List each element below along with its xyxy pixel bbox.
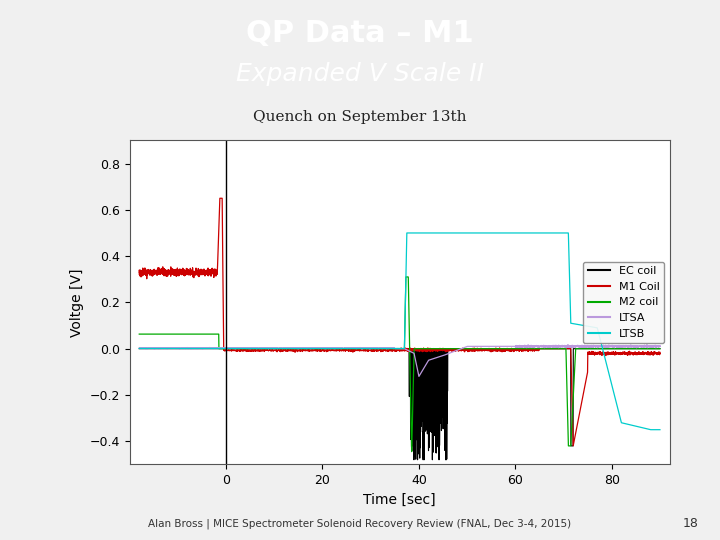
LTSB	[135, 345, 143, 352]
LTSA	[656, 343, 665, 350]
M1 Coil	[334, 347, 343, 353]
M2 coil	[334, 346, 343, 352]
Line: M2 coil: M2 coil	[139, 277, 660, 451]
M1 Coil	[230, 347, 238, 353]
EC coil	[410, 456, 418, 463]
EC coil	[230, 346, 238, 352]
LTSB	[523, 230, 532, 236]
M2 coil	[523, 346, 532, 352]
LTSA	[474, 343, 482, 349]
M1 Coil	[569, 443, 577, 449]
EC coil	[334, 346, 343, 352]
Legend: EC coil, M1 Coil, M2 coil, LTSA, LTSB: EC coil, M1 Coil, M2 coil, LTSA, LTSB	[583, 262, 664, 343]
Line: M1 Coil: M1 Coil	[139, 198, 660, 446]
EC coil	[447, 346, 456, 352]
M1 Coil	[656, 349, 665, 356]
LTSA	[643, 341, 652, 348]
LTSB	[563, 230, 572, 236]
M1 Coil	[215, 195, 224, 201]
LTSB	[447, 230, 456, 236]
EC coil	[135, 346, 143, 352]
M2 coil	[447, 346, 456, 352]
LTSB	[656, 427, 665, 433]
LTSB	[402, 230, 411, 236]
LTSB	[334, 345, 343, 352]
X-axis label: Time [sec]: Time [sec]	[364, 492, 436, 507]
M2 coil	[230, 346, 238, 352]
EC coil	[656, 346, 665, 352]
LTSA	[447, 349, 456, 355]
Text: QP Data – M1: QP Data – M1	[246, 18, 474, 48]
M2 coil	[402, 274, 410, 280]
LTSA	[334, 345, 343, 352]
EC coil	[523, 346, 532, 352]
M2 coil	[563, 411, 572, 417]
LTSB	[230, 345, 238, 352]
EC coil	[563, 346, 572, 352]
Text: 18: 18	[683, 517, 698, 530]
LTSA	[523, 343, 532, 350]
Text: Alan Bross | MICE Spectrometer Solenoid Recovery Review (FNAL, Dec 3-4, 2015): Alan Bross | MICE Spectrometer Solenoid …	[148, 518, 572, 529]
LTSA	[415, 373, 423, 380]
M1 Coil	[135, 271, 143, 278]
Y-axis label: Voltge [V]: Voltge [V]	[70, 268, 84, 336]
M2 coil	[474, 346, 482, 352]
Text: Quench on September 13th: Quench on September 13th	[253, 110, 467, 124]
Line: EC coil: EC coil	[139, 349, 660, 460]
Line: LTSA: LTSA	[139, 345, 660, 376]
Line: LTSB: LTSB	[139, 233, 660, 430]
M1 Coil	[563, 346, 572, 352]
M2 coil	[656, 346, 665, 352]
LTSA	[230, 345, 238, 351]
Text: Expanded V Scale II: Expanded V Scale II	[236, 62, 484, 86]
LTSB	[474, 230, 482, 236]
LTSB	[646, 427, 654, 433]
M1 Coil	[523, 347, 532, 353]
M1 Coil	[447, 348, 456, 354]
EC coil	[474, 346, 482, 352]
M2 coil	[408, 448, 416, 455]
M2 coil	[135, 331, 143, 338]
M1 Coil	[474, 347, 482, 354]
LTSA	[135, 345, 143, 352]
LTSA	[563, 343, 572, 350]
